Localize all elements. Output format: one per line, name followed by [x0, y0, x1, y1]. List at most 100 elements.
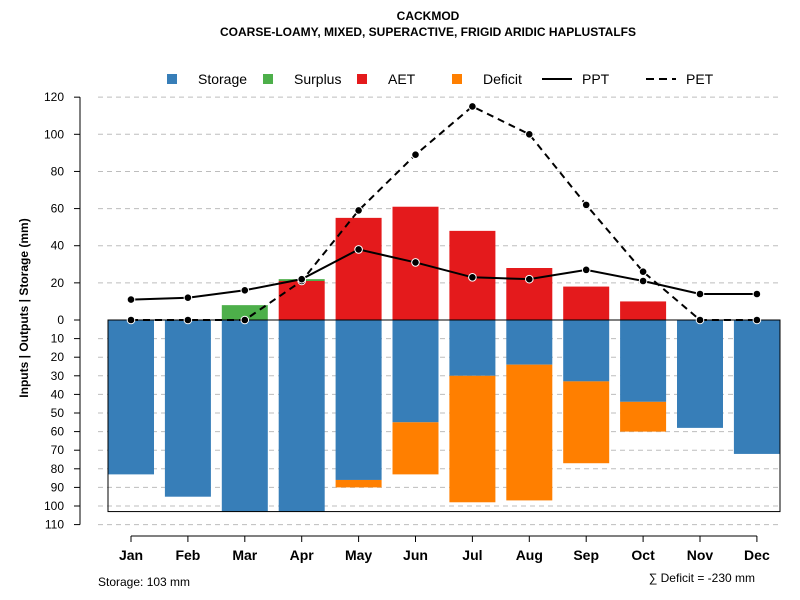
y-tick-label-lower-30: 30 — [51, 369, 65, 383]
legend-swatch-aet — [357, 74, 367, 84]
y-tick-label-upper-20: 20 — [51, 276, 65, 290]
gridlines — [98, 96, 780, 526]
deficit-bar-may — [335, 479, 382, 488]
ppt-point-aug — [525, 274, 534, 284]
storage-bar-dec — [733, 320, 780, 454]
legend-label-surplus: Surplus — [294, 71, 341, 87]
pet-point-may — [354, 206, 363, 215]
x-tick-label-aug: Aug — [516, 547, 543, 563]
ppt-point-apr — [297, 274, 307, 284]
ppt-point-feb — [183, 293, 193, 303]
legend: Storage Surplus AET Deficit PPT PET — [167, 71, 714, 87]
storage-bar-feb — [164, 320, 211, 497]
ppt-line — [130, 248, 757, 301]
ppt-point-jun — [411, 258, 420, 267]
storage-bar-sep — [563, 320, 610, 382]
legend-item-aet: AET — [357, 71, 416, 87]
ppt-point-jan — [126, 295, 136, 304]
y-tick-label-lower-70: 70 — [51, 443, 65, 457]
storage-bar-apr — [278, 320, 325, 512]
y-tick-label-lower-40: 40 — [51, 387, 65, 401]
storage-bar-jan — [108, 320, 154, 475]
y-tick-label-lower-60: 60 — [51, 425, 65, 439]
pet-point-mar — [240, 315, 250, 325]
legend-swatch-deficit — [452, 74, 462, 84]
surplus-bar-mar — [221, 305, 268, 320]
lines — [126, 102, 762, 325]
storage-bar-may — [335, 320, 382, 480]
ppt-point-sep — [581, 265, 591, 275]
y-tick-label-upper-80: 80 — [51, 164, 65, 178]
x-tick-label-oct: Oct — [631, 547, 655, 563]
storage-bar-nov — [677, 320, 723, 428]
footer-deficit: ∑ Deficit = -230 mm — [649, 571, 755, 585]
pet-point-dec — [752, 315, 762, 325]
x-tick-label-dec: Dec — [744, 547, 770, 563]
deficit-bar-sep — [563, 381, 610, 464]
y-tick-label-upper-40: 40 — [51, 239, 65, 253]
storage-bar-jul — [449, 320, 496, 376]
pet-point-feb — [183, 315, 193, 325]
footer-storage: Storage: 103 mm — [98, 575, 190, 589]
pet-point-sep — [581, 200, 591, 210]
ppt-point-dec — [752, 289, 762, 299]
deficit-bar-jun — [392, 422, 439, 475]
y-axis-label: Inputs | Outputs | Storage (mm) — [17, 218, 31, 397]
y-tick-label-upper-120: 120 — [44, 90, 64, 104]
legend-label-pet: PET — [686, 71, 714, 87]
x-axis: Jan Feb Mar Apr May Jun Jul Aug Sep Oct Nov Dec — [119, 535, 770, 563]
deficit-bar-aug — [506, 364, 553, 501]
y-tick-label-upper-60: 60 — [51, 202, 65, 216]
y-tick-label-lower-50: 50 — [51, 406, 65, 420]
x-tick-label-jul: Jul — [462, 547, 482, 563]
pet-point-jun — [411, 150, 420, 160]
legend-label-ppt: PPT — [582, 71, 610, 87]
y-tick-label-upper-100: 100 — [44, 127, 64, 141]
deficit-bar-jul — [449, 375, 496, 503]
pet-point-nov — [695, 315, 705, 325]
legend-item-storage: Storage — [167, 71, 247, 87]
legend-item-ppt: PPT — [542, 71, 610, 87]
legend-swatch-surplus — [263, 74, 273, 84]
chart-title: CACKMOD — [397, 9, 460, 23]
chart-subtitle: COARSE-LOAMY, MIXED, SUPERACTIVE, FRIGID… — [220, 25, 636, 39]
storage-bar-oct — [620, 320, 667, 402]
y-tick-label-lower-10: 10 — [51, 332, 65, 346]
legend-item-deficit: Deficit — [452, 71, 522, 87]
pet-point-aug — [525, 130, 534, 139]
legend-label-aet: AET — [388, 71, 416, 87]
legend-item-surplus: Surplus — [263, 71, 341, 87]
deficit-bar-oct — [620, 401, 667, 432]
pet-point-oct — [638, 267, 648, 277]
ppt-point-may — [354, 245, 363, 254]
y-axis: 0 20 40 60 80 100 120 10 20 30 40 50 60 70 80 90 100 110 — [44, 90, 81, 532]
storage-bar-jun — [392, 320, 439, 423]
x-tick-label-jan: Jan — [119, 547, 143, 563]
x-tick-label-feb: Feb — [175, 547, 200, 563]
aet-bar-oct — [620, 301, 667, 320]
x-tick-label-mar: Mar — [232, 547, 257, 563]
aet-bar-apr — [278, 281, 325, 320]
ppt-point-jul — [468, 272, 477, 282]
legend-item-pet: PET — [646, 71, 714, 87]
pet-point-jul — [468, 102, 477, 111]
legend-label-deficit: Deficit — [483, 71, 522, 87]
y-tick-label-lower-80: 80 — [51, 462, 65, 476]
x-tick-label-sep: Sep — [573, 547, 599, 563]
storage-bar-mar — [221, 320, 268, 512]
x-tick-label-may: May — [345, 547, 372, 563]
x-tick-label-apr: Apr — [290, 547, 315, 563]
y-tick-label-lower-20: 20 — [51, 350, 65, 364]
ppt-point-mar — [240, 285, 250, 295]
ppt-point-nov — [695, 289, 705, 299]
aet-bar-may — [335, 217, 382, 320]
x-tick-label-jun: Jun — [403, 547, 428, 563]
pet-line — [131, 105, 757, 321]
pet-point-jan — [126, 315, 136, 325]
legend-swatch-storage — [167, 74, 177, 84]
x-tick-label-nov: Nov — [687, 547, 714, 563]
y-tick-label-lower-90: 90 — [51, 480, 65, 494]
y-tick-label-lower-110: 110 — [45, 518, 64, 532]
y-tick-label-lower-100: 100 — [44, 499, 64, 513]
